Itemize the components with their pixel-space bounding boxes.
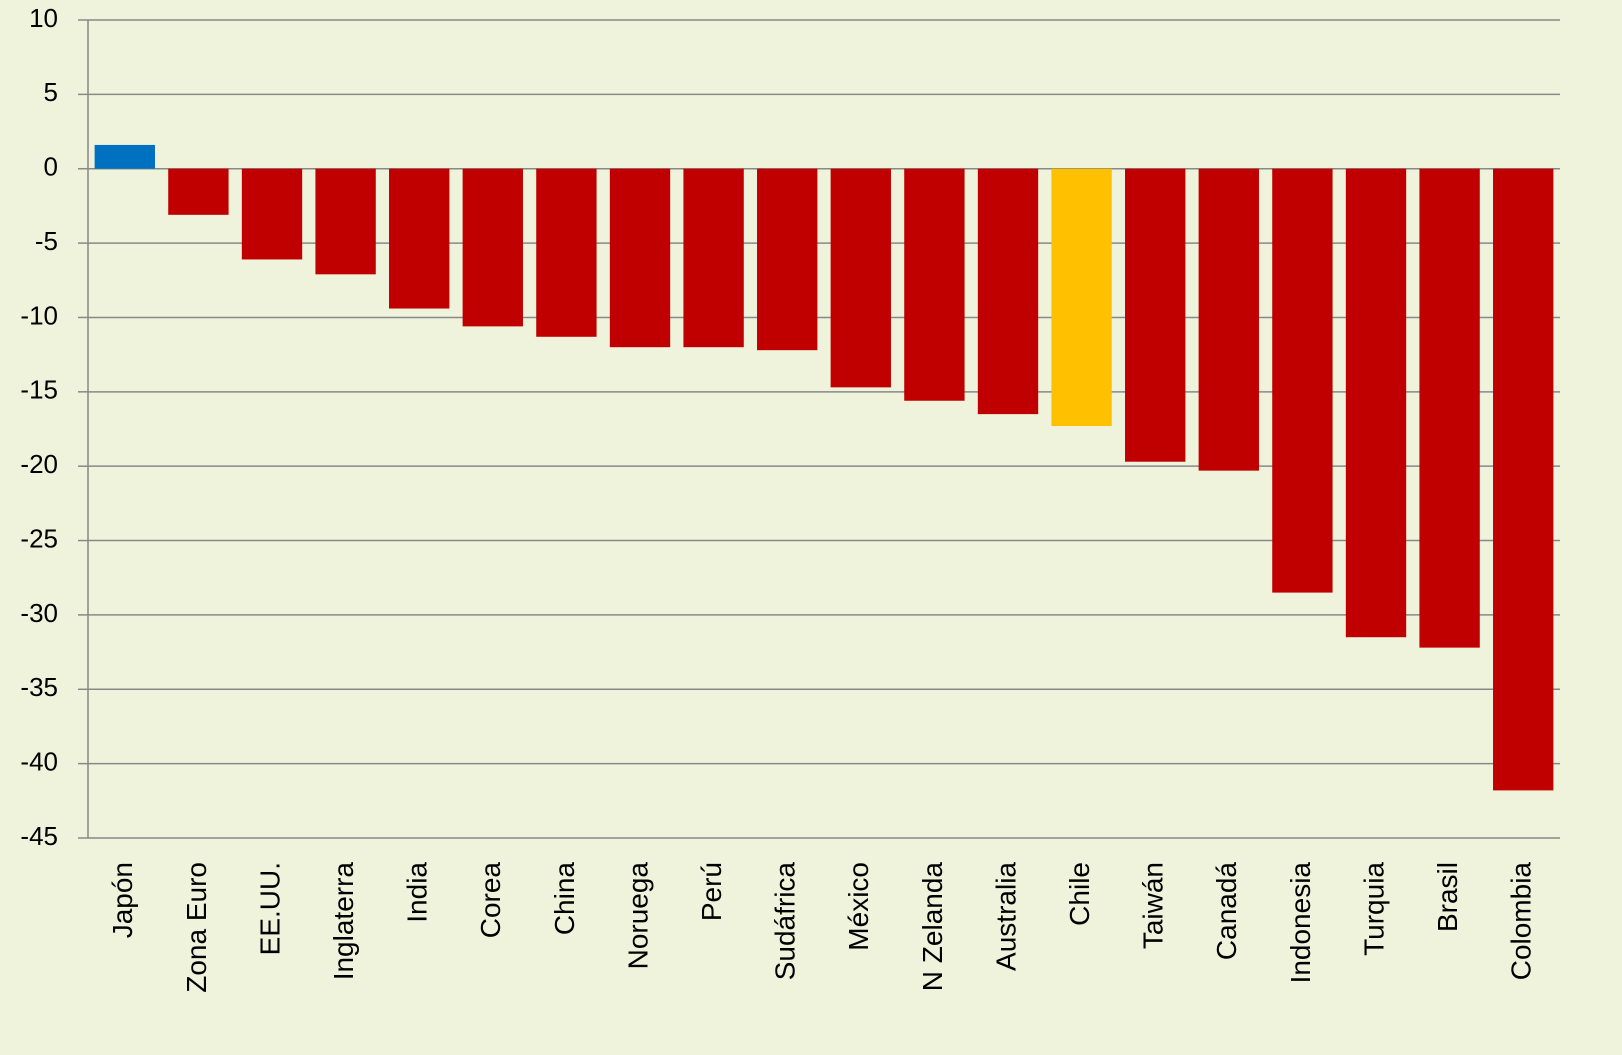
x-tick-label: N Zelanda xyxy=(917,862,948,992)
x-tick-label: Turquia xyxy=(1358,862,1389,956)
x-tick-label: Noruega xyxy=(622,862,653,970)
bar xyxy=(683,168,744,348)
bar xyxy=(168,168,229,215)
y-tick-label: -20 xyxy=(20,449,58,479)
y-tick-label: -5 xyxy=(35,226,58,256)
x-tick-label: Taiwán xyxy=(1138,862,1169,949)
x-tick-label: Colombia xyxy=(1506,862,1537,981)
x-tick-label: Indonesia xyxy=(1285,862,1316,984)
bar xyxy=(830,168,891,388)
bar xyxy=(904,168,965,401)
x-tick-label: Chile xyxy=(1064,862,1095,926)
x-tick-label: México xyxy=(843,862,874,951)
x-tick-label: India xyxy=(402,862,433,923)
y-tick-label: -25 xyxy=(20,523,58,553)
x-tick-label: Australia xyxy=(990,862,1021,971)
y-tick-label: 0 xyxy=(44,152,58,182)
y-tick-label: 5 xyxy=(44,77,58,107)
bar xyxy=(609,168,671,348)
bar xyxy=(1125,168,1186,462)
bar xyxy=(536,168,597,337)
bar xyxy=(94,144,155,169)
x-tick-label: Brasil xyxy=(1432,862,1463,932)
bar xyxy=(1345,168,1407,638)
bar xyxy=(977,168,1039,415)
y-tick-label: -30 xyxy=(20,598,58,628)
bar xyxy=(1419,168,1480,648)
y-tick-label: -10 xyxy=(20,300,58,330)
x-tick-label: Perú xyxy=(696,862,727,921)
y-tick-label: -35 xyxy=(20,672,58,702)
x-tick-label: Japón xyxy=(107,862,138,938)
bar xyxy=(241,168,303,260)
y-tick-label: -45 xyxy=(20,821,58,851)
y-tick-label: -15 xyxy=(20,375,58,405)
x-tick-label: EE.UU. xyxy=(254,862,285,955)
x-tick-label: China xyxy=(549,862,580,936)
bar xyxy=(1493,168,1554,791)
x-tick-label: Corea xyxy=(475,862,506,939)
x-tick-label: Canadá xyxy=(1211,862,1242,961)
bar xyxy=(389,168,450,309)
bar xyxy=(1051,168,1112,427)
bar xyxy=(315,168,376,275)
y-tick-label: -40 xyxy=(20,747,58,777)
bar xyxy=(757,168,818,351)
x-tick-label: Zona Euro xyxy=(181,862,212,993)
bar xyxy=(462,168,523,327)
bar xyxy=(1272,168,1333,593)
x-tick-label: Sudáfrica xyxy=(770,862,801,981)
bar xyxy=(1198,168,1259,471)
y-tick-label: 10 xyxy=(29,3,58,33)
x-tick-label: Inglaterra xyxy=(328,862,359,981)
